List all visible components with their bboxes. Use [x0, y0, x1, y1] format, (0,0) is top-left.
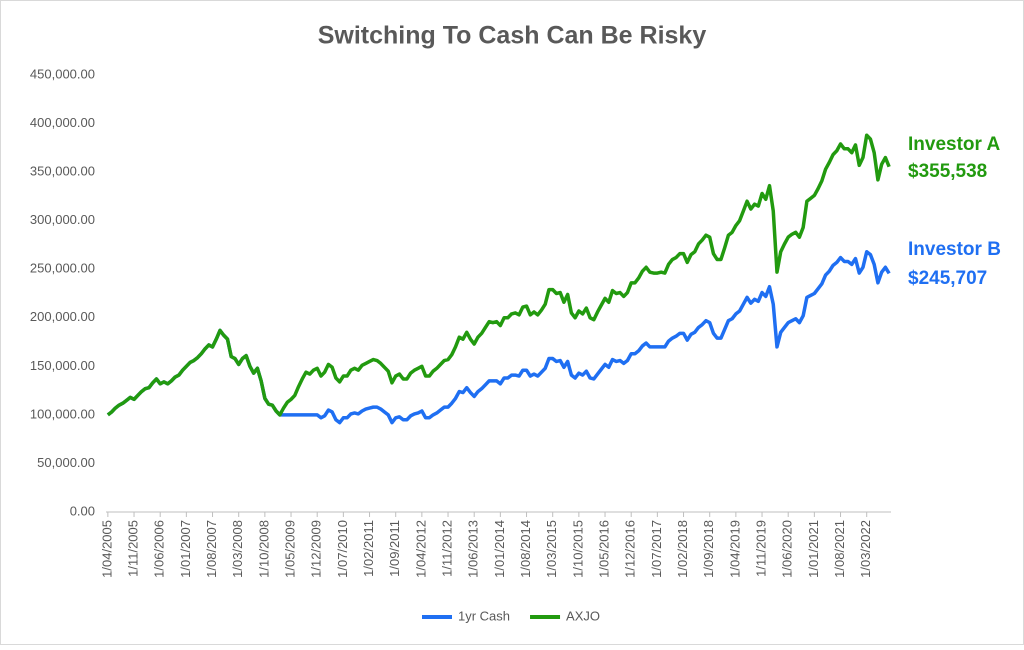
y-tick-label: 150,000.00	[30, 358, 95, 373]
x-tick-label: 1/04/2019	[727, 520, 742, 578]
y-tick-label: 100,000.00	[30, 406, 95, 421]
y-tick-label: 400,000.00	[30, 115, 95, 130]
x-tick-label: 1/07/2010	[335, 520, 350, 578]
x-tick-label: 1/09/2018	[701, 520, 716, 578]
y-tick-label: 50,000.00	[37, 455, 95, 470]
x-tick-label: 1/08/2021	[832, 520, 847, 578]
annotation-value: $245,707	[908, 268, 987, 289]
x-tick-label: 1/03/2022	[858, 520, 873, 578]
y-tick-label: 200,000.00	[30, 309, 95, 324]
x-tick-label: 1/03/2008	[230, 520, 245, 578]
series-line	[106, 133, 891, 417]
x-tick-label: 1/08/2014	[518, 520, 533, 578]
x-tick-label: 1/07/2017	[649, 520, 664, 578]
x-tick-label: 1/01/2021	[806, 520, 821, 578]
x-tick-label: 1/12/2016	[623, 520, 638, 578]
y-tick-label: 0.00	[70, 503, 95, 518]
chart-title: Switching To Cash Can Be Risky	[318, 22, 707, 50]
y-tick-label: 300,000.00	[30, 212, 95, 227]
x-tick-label: 1/08/2007	[204, 520, 219, 578]
legend-label: 1yr Cash	[458, 608, 510, 623]
x-tick-label: 1/05/2009	[282, 520, 297, 578]
x-tick-label: 1/01/2014	[492, 520, 507, 578]
x-tick-label: 1/04/2012	[413, 520, 428, 578]
x-tick-label: 1/10/2015	[570, 520, 585, 578]
x-tick-label: 1/12/2009	[309, 520, 324, 578]
x-tick-label: 1/02/2011	[361, 520, 376, 577]
x-tick-label: 1/11/2019	[753, 520, 768, 577]
x-tick-label: 1/11/2012	[439, 520, 454, 577]
x-tick-label: 1/06/2006	[152, 520, 167, 578]
x-tick-label: 1/02/2018	[675, 520, 690, 578]
annotation-value: $355,538	[908, 161, 987, 182]
legend-label: AXJO	[566, 608, 600, 623]
y-tick-label: 450,000.00	[30, 66, 95, 81]
x-tick-label: 1/03/2015	[544, 520, 559, 578]
x-tick-label: 1/09/2011	[387, 520, 402, 577]
x-tick-label: 1/05/2016	[596, 520, 611, 578]
y-tick-label: 350,000.00	[30, 164, 95, 179]
x-tick-label: 1/11/2005	[125, 520, 140, 577]
annotation-name: Investor B	[908, 239, 1001, 260]
x-tick-label: 1/06/2013	[466, 520, 481, 578]
annotation-name: Investor A	[908, 134, 1000, 155]
x-tick-label: 1/06/2020	[780, 520, 795, 578]
x-tick-label: 1/04/2005	[99, 520, 114, 578]
y-tick-label: 250,000.00	[30, 261, 95, 276]
x-tick-label: 1/10/2008	[256, 520, 271, 578]
x-tick-label: 1/01/2007	[178, 520, 193, 578]
